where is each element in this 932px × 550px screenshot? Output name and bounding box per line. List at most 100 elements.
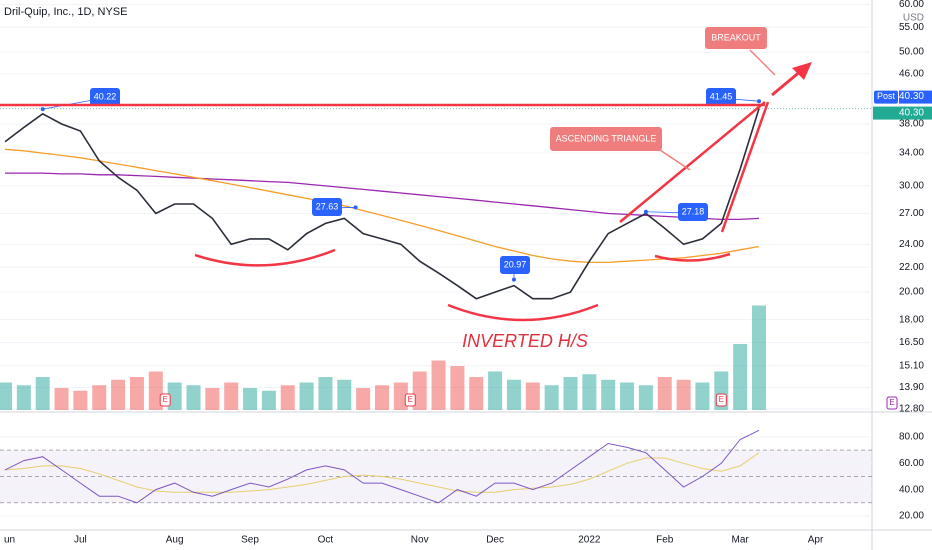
volume-bar xyxy=(657,377,672,410)
peak-dot xyxy=(643,209,648,214)
y-tick-label: 50.00 xyxy=(899,47,924,58)
arrow-head xyxy=(792,62,812,80)
volume-bar xyxy=(412,371,427,410)
y-tick-label: 15.10 xyxy=(899,360,924,371)
x-tick-label: Jul xyxy=(74,535,87,546)
series-line xyxy=(4,429,760,504)
volume-bar xyxy=(186,385,201,410)
volume-bar xyxy=(601,379,616,410)
close-price: 40.30 xyxy=(899,108,924,119)
x-tick-label: 2022 xyxy=(578,535,601,546)
y-tick-label: 20.00 xyxy=(899,511,924,522)
y-tick-label: 38.00 xyxy=(899,119,924,130)
volume-bar xyxy=(450,366,465,410)
peak-dot xyxy=(511,277,516,282)
x-tick-label: Sep xyxy=(241,535,259,546)
peak-dot xyxy=(757,99,761,104)
peak-label: 41.45 xyxy=(710,91,733,101)
y-tick-label: 55.00 xyxy=(899,22,924,33)
volume-bar xyxy=(337,379,352,410)
y-tick-label: 60.00 xyxy=(899,458,924,469)
y-tick-label: 20.00 xyxy=(899,287,924,298)
x-tick-label: Feb xyxy=(656,535,674,546)
volume-bar xyxy=(205,388,220,410)
volume-bar xyxy=(16,385,31,410)
earnings-label: E xyxy=(408,395,413,404)
y-tick-label: 16.50 xyxy=(899,337,924,348)
y-tick-label: 80.00 xyxy=(899,432,924,443)
y-tick-label: 46.00 xyxy=(899,69,924,80)
peak-box xyxy=(678,203,708,221)
drawings xyxy=(0,49,812,322)
earnings-marker xyxy=(159,393,171,407)
peak-box xyxy=(706,88,736,106)
y-tick-label: 22.00 xyxy=(899,262,924,273)
callout-tail xyxy=(659,149,691,171)
earnings-label: E xyxy=(719,395,724,404)
volume-bar xyxy=(752,305,766,410)
peak-dot xyxy=(353,205,358,210)
peak-label: 20.97 xyxy=(504,259,527,269)
x-tick-label: Oct xyxy=(318,535,334,546)
volume-bar xyxy=(0,382,12,410)
volume-bar xyxy=(148,371,163,410)
volume-bar xyxy=(129,377,144,410)
trend-line xyxy=(720,101,770,233)
peak-box xyxy=(90,88,120,106)
y-tick-label: 24.00 xyxy=(899,239,924,250)
volume-bar xyxy=(469,377,484,410)
x-tick-label: Apr xyxy=(808,535,824,546)
volume-bar xyxy=(431,360,446,410)
x-tick-label: un xyxy=(4,535,15,546)
volume-bar xyxy=(224,382,239,410)
peak-box xyxy=(500,256,530,274)
y-tick-label: 18.00 xyxy=(899,314,924,325)
volume-bar xyxy=(582,374,597,410)
volume-bar xyxy=(54,388,69,410)
volume-bar xyxy=(676,379,691,410)
series-line xyxy=(4,148,760,264)
peak-label: 27.18 xyxy=(682,206,705,216)
volume-bar xyxy=(92,385,107,410)
annotation-box xyxy=(705,27,767,49)
volume-bar xyxy=(35,377,50,410)
triangle-line xyxy=(619,101,766,223)
series-line xyxy=(4,108,760,300)
volume-bar xyxy=(620,382,635,410)
close-tag xyxy=(873,106,932,120)
chart-title: Dril-Quip, Inc., 1D, NYSE xyxy=(4,6,127,18)
volume-bar xyxy=(544,385,559,410)
y-tick-label: 30.00 xyxy=(899,181,924,192)
volume-bar xyxy=(393,382,408,410)
post-label: Post xyxy=(877,91,896,101)
post-tag xyxy=(874,90,898,104)
x-tick-label: Nov xyxy=(411,535,429,546)
volume-bar xyxy=(111,379,126,410)
volume-bar xyxy=(695,382,710,410)
y-tick-label: 12.80 xyxy=(899,404,924,415)
y-tick-label: 27.00 xyxy=(899,208,924,219)
volume-bar xyxy=(73,390,88,410)
annotation: INVERTED H/S xyxy=(462,331,588,351)
earnings-label: E xyxy=(163,395,168,404)
currency-label: USD xyxy=(903,13,924,24)
volume-bar xyxy=(525,382,540,410)
y-tick-label: 60.00 xyxy=(899,0,924,10)
post-price-tag xyxy=(899,90,932,104)
annotation: BREAKOUT xyxy=(711,32,761,42)
volume-bar xyxy=(733,344,748,410)
volume-bar xyxy=(638,385,653,410)
volume-bar xyxy=(375,385,389,410)
volume-bar xyxy=(299,382,314,410)
shoulder-arc xyxy=(654,252,731,262)
volume-bar xyxy=(488,371,503,410)
volume-bar xyxy=(243,388,258,410)
shoulder-arc xyxy=(194,248,336,267)
annotation: ASCENDING TRIANGLE xyxy=(556,133,657,143)
annotation-box xyxy=(550,127,662,151)
earnings-marker xyxy=(886,396,898,410)
volume-bar xyxy=(261,390,276,410)
earnings-marker xyxy=(404,393,416,407)
earnings-marker xyxy=(715,393,727,407)
